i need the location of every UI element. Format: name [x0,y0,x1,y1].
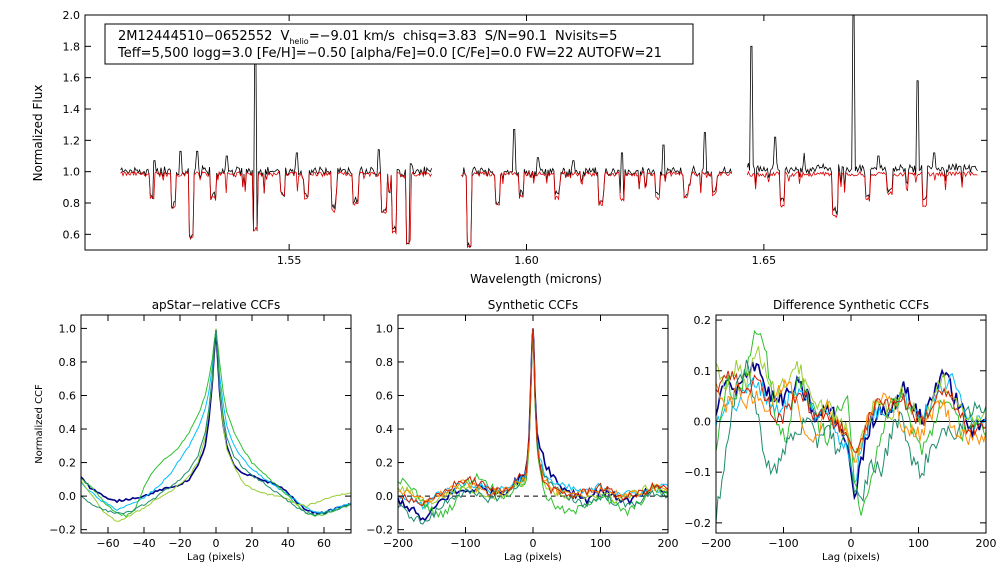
synthetic-ccf-ytick-label: 0.0 [376,490,394,503]
difference-ccf-ytick-label: −0.1 [684,466,711,479]
apstar-ccf-lines [80,328,352,522]
apstar-ccf-series-line [80,328,352,522]
spectrum-frame [84,14,988,251]
apstar-ccf-xtick-label: 40 [281,537,295,550]
spectrum-info-sn: S/N=90.1 [485,29,547,44]
difference-ccf-xtick-label: 100 [908,537,929,550]
difference-ccf-series-line [715,372,987,484]
spectrum-ytick-label: 1.8 [63,40,81,53]
spectrum-xtick-label: 1.60 [514,254,539,267]
spectrum-info-chisq: chisq=3.83 [403,29,477,44]
spectrum-panel: 1.55 1.60 1.65 0.6 0.8 1.0 1.2 1.4 1.6 1.8 2.0 2M1… [31,9,988,286]
synthetic-ccf-title: Synthetic CCFs [488,298,578,312]
spectrum-model-line [461,170,732,249]
apstar-ccf-xtick-label: 60 [317,537,331,550]
synthetic-ccf-xlabel: Lag (pixels) [504,552,562,563]
apstar-ccf-xtick-label: 20 [245,537,259,550]
synthetic-ccf-ytick-label: −0.2 [366,524,393,537]
difference-ccf-xtick-label: −200 [701,537,731,550]
synthetic-ccf-xtick-label: −200 [383,537,413,550]
difference-ccf-ticks: −200 −100 0 100 200 −0.2 −0.1 0.0 0.1 0.2 [684,314,996,550]
difference-ccf-series-line [715,359,987,524]
spectrum-info-vsub: helio [289,37,308,46]
apstar-ccf-ytick-label: 0.8 [59,356,77,369]
apstar-ccf-xlabel: Lag (pixels) [187,552,245,563]
apstar-ccf-ylabel: Normalized CCF [34,384,45,464]
apstar-ccf-xtick-label: −20 [168,537,191,550]
difference-ccf-ytick-label: 0.2 [694,314,712,327]
synthetic-ccf-ytick-label: 0.8 [376,356,394,369]
apstar-ccf-ticks: −60 −40 −20 0 20 40 60 −0.2 0.0 0.2 0.4 0.6 0.8 1.0 [49,315,351,550]
spectrum-info-v: V [280,29,289,44]
spectrum-model-line [746,170,978,219]
difference-ccf-xtick-label: 0 [848,537,855,550]
synthetic-ccf-panel: −200 −100 0 100 200 −0.2 0.0 0.2 0.4 0.6 0.8 1.0 Sy… [366,298,678,563]
apstar-ccf-xtick-label: −60 [96,537,119,550]
apstar-ccf-ytick-label: 0.2 [59,457,77,470]
synthetic-ccf-lines [397,328,669,525]
spectrum-info-nvisits: Nvisits=5 [555,29,617,44]
spectrum-info-line1: 2M12444510−0652552 Vhelio=−9.01 km/s chisq… [118,29,617,46]
spectrum-info-star: 2M12444510−0652552 [118,29,272,44]
synthetic-ccf-ticks: −200 −100 0 100 200 −0.2 0.0 0.2 0.4 0.6 0.8 1.0 [366,315,679,550]
synthetic-ccf-ytick-label: 1.0 [376,322,394,335]
spectrum-xlabel: Wavelength (microns) [470,272,602,286]
difference-ccf-xtick-label: −100 [768,537,798,550]
difference-ccf-lines [715,329,987,524]
synthetic-ccf-xtick-label: −100 [450,537,480,550]
apstar-ccf-title: apStar−relative CCFs [152,298,281,312]
difference-ccf-ytick-label: −0.2 [684,517,711,530]
spectrum-ylabel: Normalized Flux [31,85,45,182]
synthetic-ccf-xtick-label: 100 [590,537,611,550]
synthetic-ccf-ytick-label: 0.2 [376,457,394,470]
apstar-ccf-series-line [80,330,352,516]
difference-ccf-series-line [715,378,987,463]
apstar-ccf-ytick-label: 1.0 [59,322,77,335]
difference-ccf-ytick-label: 0.1 [694,365,712,378]
apstar-ccf-ytick-label: 0.4 [59,423,77,436]
synthetic-ccf-xtick-label: 200 [658,537,679,550]
difference-ccf-xlabel: Lag (pixels) [822,552,880,563]
spectrum-info-vval: =−9.01 km/s [309,29,395,44]
synthetic-ccf-xtick-label: 0 [530,537,537,550]
synthetic-ccf-ytick-label: 0.6 [376,389,394,402]
spectrum-observed-line [746,14,978,216]
synthetic-ccf-series-line [397,328,669,506]
apstar-ccf-ytick-label: 0.6 [59,389,77,402]
difference-ccf-panel: −200 −100 0 100 200 −0.2 −0.1 0.0 0.1 0.2 Differe… [684,298,996,563]
apstar-ccf-xtick-label: 0 [213,537,220,550]
difference-ccf-title: Difference Synthetic CCFs [773,298,929,312]
spectrum-xtick-label: 1.65 [752,254,777,267]
spectrum-ytick-label: 1.4 [63,103,81,116]
spectrum-observed-line [120,49,432,245]
apstar-ccf-panel: −60 −40 −20 0 20 40 60 −0.2 0.0 0.2 0.4 0.6 0.8 1.0 a… [34,298,352,563]
difference-ccf-series-line [715,370,987,454]
spectrum-ytick-label: 1.6 [63,72,81,85]
spectrum-ytick-label: 0.6 [63,228,81,241]
apstar-ccf-xtick-label: −40 [132,537,155,550]
synthetic-ccf-ytick-label: 0.4 [376,423,394,436]
difference-ccf-xtick-label: 200 [976,537,997,550]
spectrum-info-box [104,23,694,65]
spectrum-ytick-label: 1.0 [63,166,81,179]
spectrum-ytick-label: 1.2 [63,134,81,147]
difference-ccf-ytick-label: 0.0 [694,415,712,428]
spectrum-ticks: 1.55 1.60 1.65 0.6 0.8 1.0 1.2 1.4 1.6 1.8 2.0 [63,9,987,267]
difference-ccf-series-line [715,329,987,516]
spectrum-ytick-label: 0.8 [63,197,81,210]
spectrum-model-line [120,170,432,244]
apstar-ccf-ytick-label: 0.0 [59,490,77,503]
spectrum-lines [120,14,978,249]
apstar-ccf-ytick-label: −0.2 [49,524,76,537]
spectrum-xtick-label: 1.55 [277,254,302,267]
spectrum-ytick-label: 2.0 [63,9,81,22]
spectrum-info-line2: Teff=5,500 logg=3.0 [Fe/H]=−0.50 [alpha/… [117,46,662,61]
